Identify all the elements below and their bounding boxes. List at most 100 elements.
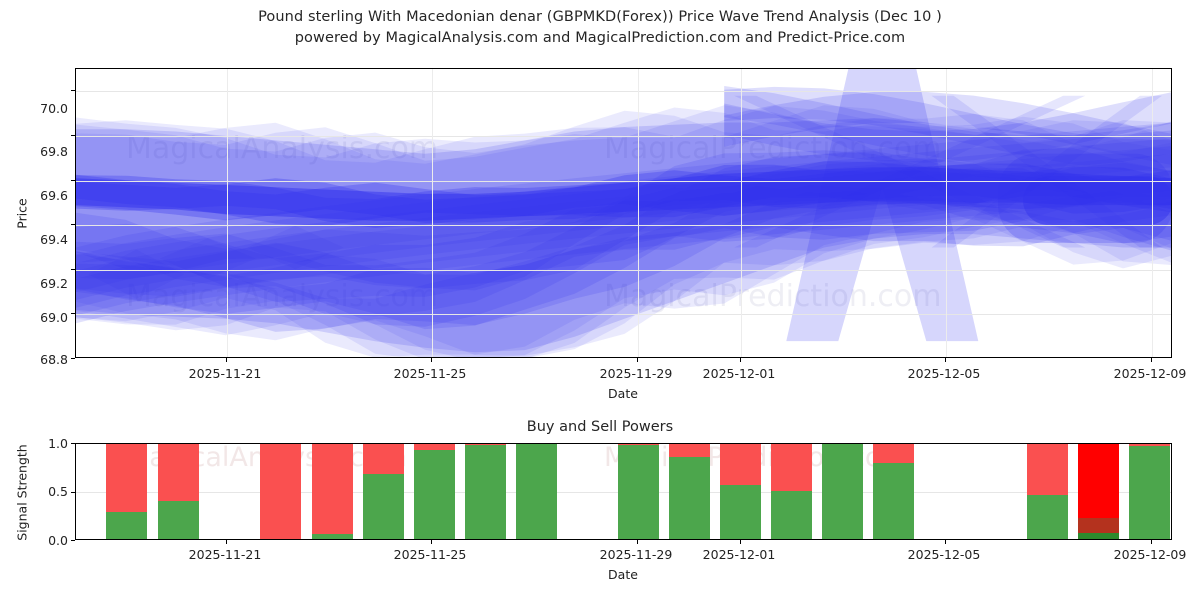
- price-ytickmark-2: [71, 268, 75, 270]
- buy-power-segment: [515, 444, 557, 539]
- price-ytickmark-3: [71, 224, 75, 226]
- price-xtickmark-2: [636, 358, 638, 362]
- price-gridline-1: [76, 314, 1171, 316]
- powers-chart-axes: MagicalAnalysis.com MagicalPrediction.co…: [75, 443, 1172, 540]
- powers-xtick-1: 2025-11-25: [393, 547, 467, 562]
- power-bar[interactable]: [669, 444, 711, 539]
- price-vgridline-3: [740, 69, 742, 357]
- price-ytick-69-6: 69.6: [40, 188, 68, 203]
- price-ytickmark-4: [71, 179, 75, 181]
- sell-power-segment: [157, 444, 199, 502]
- power-bar[interactable]: [618, 444, 660, 539]
- price-xtick-2: 2025-11-29: [599, 366, 673, 381]
- powers-ytickmark-0: [71, 540, 75, 541]
- price-xtick-5: 2025-12-09: [1113, 366, 1187, 381]
- buy-power-segment: [105, 511, 147, 539]
- power-bar[interactable]: [311, 444, 353, 539]
- powers-y-axis-label: Signal Strength: [14, 444, 30, 541]
- sell-power-segment: [771, 444, 813, 491]
- sell-power-segment: [464, 444, 506, 445]
- buy-power-segment: [413, 449, 455, 539]
- powers-ytickmark-1: [71, 491, 75, 493]
- price-ytick-69-0: 69.0: [40, 310, 68, 325]
- price-vgridline-4: [946, 69, 948, 357]
- price-ytick-68-8: 68.8: [40, 352, 68, 367]
- power-bar[interactable]: [464, 444, 506, 539]
- price-ytickmark-6: [71, 90, 75, 92]
- power-bar[interactable]: [260, 444, 302, 539]
- powers-xtickmark-0: [225, 540, 227, 544]
- sell-power-segment: [260, 444, 302, 539]
- power-bar[interactable]: [822, 444, 864, 539]
- price-gridline-5: [76, 135, 1171, 137]
- buy-power-segment: [1026, 495, 1069, 539]
- power-bar[interactable]: [157, 444, 199, 539]
- powers-ytick-0-5: 0.5: [48, 484, 68, 499]
- sell-power-segment: [362, 444, 404, 474]
- power-bar[interactable]: [1026, 444, 1069, 539]
- sell-power-segment: [413, 444, 455, 450]
- price-xtick-1: 2025-11-25: [393, 366, 467, 381]
- price-y-axis-label: Price: [14, 198, 30, 229]
- power-bar[interactable]: [771, 444, 813, 539]
- sell-power-segment: [873, 444, 915, 464]
- price-ytick-69-2: 69.2: [40, 276, 68, 291]
- price-gridline-3: [76, 225, 1171, 227]
- buy-power-segment: [720, 484, 762, 539]
- chart-title-line1: Pound sterling With Macedonian denar (GB…: [258, 9, 942, 25]
- sell-power-segment: [1128, 444, 1171, 446]
- buy-power-segment: [618, 444, 660, 539]
- powers-xtickmark-3: [739, 540, 741, 544]
- power-bar[interactable]: [105, 444, 147, 539]
- powers-xtick-2: 2025-11-29: [599, 547, 673, 562]
- price-xtickmark-5: [1150, 358, 1152, 362]
- powers-xtick-0: 2025-11-21: [188, 547, 262, 562]
- price-ytick-69-8: 69.8: [40, 144, 68, 159]
- powers-x-axis-label: Date: [608, 567, 638, 582]
- power-bar[interactable]: [1077, 444, 1120, 539]
- sell-power-segment: [311, 444, 353, 535]
- price-xtickmark-0: [225, 358, 227, 362]
- power-bar[interactable]: [720, 444, 762, 539]
- power-bar[interactable]: [1128, 444, 1171, 539]
- price-gridline-6: [76, 91, 1171, 93]
- chart-title-line2: powered by MagicalAnalysis.com and Magic…: [294, 30, 906, 46]
- powers-ytick-1-0: 1.0: [48, 436, 68, 451]
- power-bar[interactable]: [362, 444, 404, 539]
- buy-power-segment: [873, 463, 915, 539]
- powers-xtickmark-5: [1150, 540, 1152, 544]
- price-xtickmark-4: [945, 358, 947, 362]
- powers-xtick-4: 2025-12-05: [907, 547, 981, 562]
- powers-xtick-5: 2025-12-09: [1113, 547, 1187, 562]
- buy-power-segment: [362, 474, 404, 539]
- sell-power-segment: [618, 444, 660, 445]
- price-ytickmark-1: [71, 313, 75, 315]
- buy-power-segment: [1128, 445, 1171, 539]
- price-vgridline-2: [637, 69, 639, 357]
- powers-xtickmark-1: [431, 540, 433, 544]
- buy-power-segment: [771, 490, 813, 539]
- price-ytickmark-0: [71, 358, 75, 359]
- price-ytick-69-4: 69.4: [40, 232, 68, 247]
- price-xtickmark-1: [431, 358, 433, 362]
- powers-chart-title: Buy and Sell Powers: [526, 419, 674, 435]
- power-bar[interactable]: [515, 444, 557, 539]
- powers-xtick-3: 2025-12-01: [702, 547, 776, 562]
- price-wave-bands: [76, 69, 1171, 357]
- power-bar[interactable]: [413, 444, 455, 539]
- buy-power-segment: [464, 444, 506, 539]
- powers-xtickmark-4: [945, 540, 947, 544]
- price-ytickmark-5: [71, 134, 75, 136]
- price-xtick-4: 2025-12-05: [907, 366, 981, 381]
- price-gridline-4: [76, 180, 1171, 182]
- price-xtickmark-3: [739, 358, 741, 362]
- power-bar[interactable]: [873, 444, 915, 539]
- price-x-axis-label: Date: [608, 386, 638, 401]
- price-vgridline-1: [432, 69, 434, 357]
- price-ytick-70-0: 70.0: [40, 101, 68, 116]
- buy-power-segment: [1077, 533, 1120, 539]
- buy-power-segment: [311, 534, 353, 539]
- powers-xtickmark-2: [636, 540, 638, 544]
- price-vgridline-0: [226, 69, 228, 357]
- powers-ytickmark-2: [71, 443, 75, 444]
